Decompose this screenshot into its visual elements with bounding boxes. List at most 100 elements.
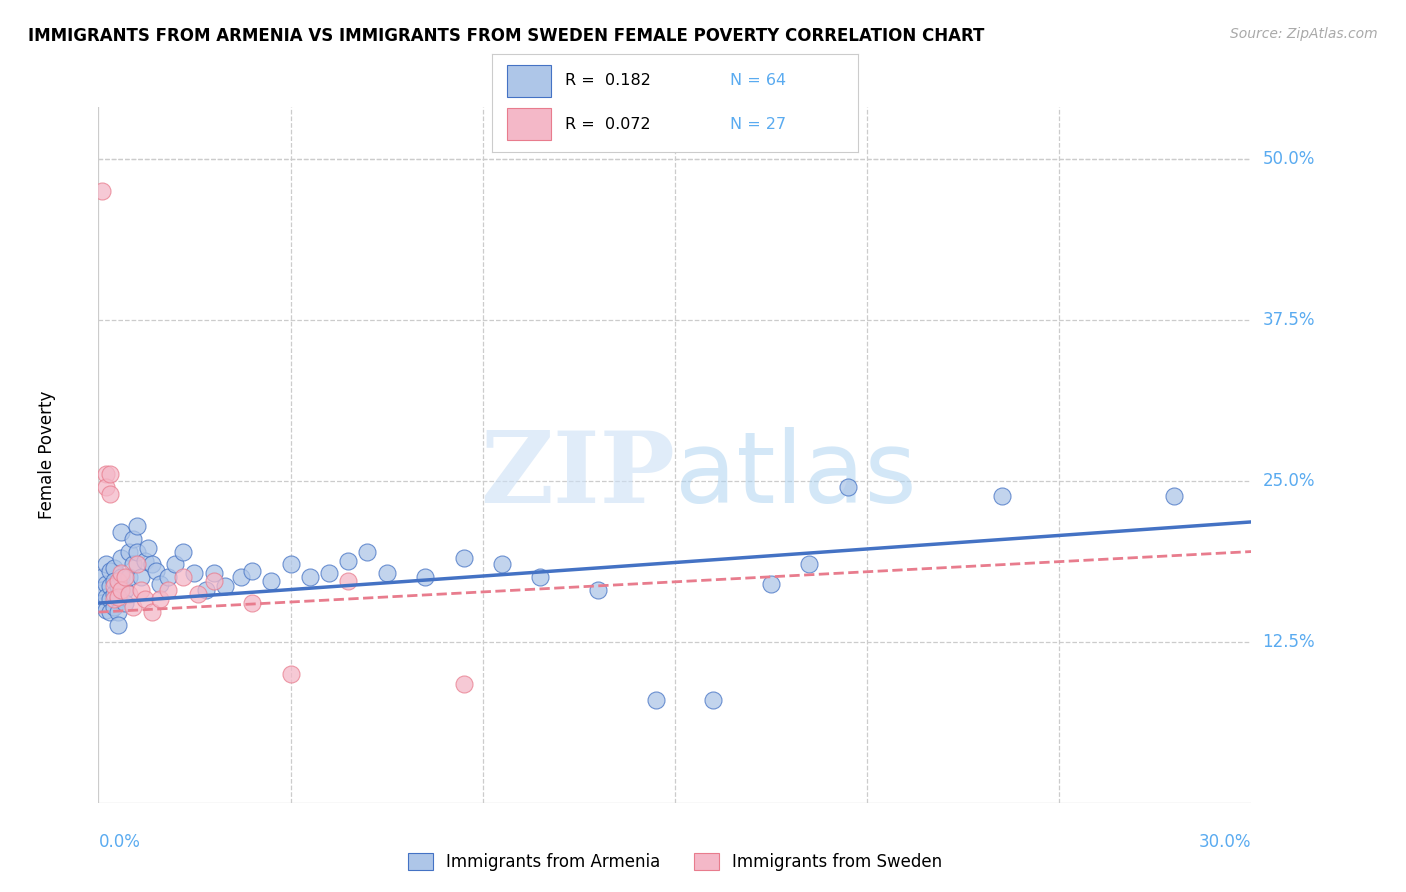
Point bbox=[94, 558, 117, 572]
Point bbox=[799, 558, 821, 572]
Point bbox=[453, 551, 475, 566]
Point bbox=[183, 566, 205, 581]
Point bbox=[103, 561, 125, 575]
Point bbox=[129, 570, 152, 584]
Point bbox=[337, 574, 360, 589]
Point bbox=[94, 480, 117, 494]
Point bbox=[165, 558, 187, 572]
Point bbox=[98, 467, 121, 482]
Text: IMMIGRANTS FROM ARMENIA VS IMMIGRANTS FROM SWEDEN FEMALE POVERTY CORRELATION CHA: IMMIGRANTS FROM ARMENIA VS IMMIGRANTS FR… bbox=[28, 27, 984, 45]
Point bbox=[110, 566, 132, 581]
Point bbox=[702, 692, 724, 706]
Point bbox=[149, 592, 172, 607]
FancyBboxPatch shape bbox=[506, 109, 551, 140]
Point bbox=[149, 576, 172, 591]
Text: R =  0.072: R = 0.072 bbox=[565, 117, 651, 132]
FancyBboxPatch shape bbox=[506, 65, 551, 96]
Text: 30.0%: 30.0% bbox=[1199, 833, 1251, 851]
Point bbox=[98, 564, 121, 578]
Text: 25.0%: 25.0% bbox=[1263, 472, 1315, 490]
Point bbox=[103, 574, 125, 589]
Point bbox=[98, 579, 121, 593]
Point bbox=[91, 570, 114, 584]
Point bbox=[94, 590, 117, 604]
Point bbox=[202, 574, 225, 589]
Point bbox=[107, 618, 129, 632]
Point bbox=[91, 184, 114, 198]
Point bbox=[94, 467, 117, 482]
Point bbox=[156, 583, 179, 598]
Text: 37.5%: 37.5% bbox=[1263, 310, 1315, 328]
Text: Source: ZipAtlas.com: Source: ZipAtlas.com bbox=[1230, 27, 1378, 41]
Point bbox=[110, 551, 132, 566]
Point bbox=[110, 525, 132, 540]
Point bbox=[118, 570, 141, 584]
Point bbox=[240, 564, 263, 578]
Point bbox=[586, 583, 609, 598]
Text: N = 64: N = 64 bbox=[730, 73, 786, 88]
Point bbox=[240, 596, 263, 610]
Point bbox=[644, 692, 666, 706]
Point bbox=[187, 587, 209, 601]
Point bbox=[260, 574, 283, 589]
Point bbox=[98, 592, 121, 607]
Point bbox=[129, 583, 152, 598]
Point bbox=[114, 583, 136, 598]
Point bbox=[529, 570, 551, 584]
Point bbox=[145, 564, 167, 578]
Point bbox=[103, 599, 125, 614]
Text: 0.0%: 0.0% bbox=[98, 833, 141, 851]
Point bbox=[759, 576, 782, 591]
Point bbox=[94, 576, 117, 591]
Point bbox=[134, 592, 156, 607]
Point bbox=[413, 570, 436, 584]
Point bbox=[103, 592, 125, 607]
Point bbox=[118, 587, 141, 601]
Point bbox=[98, 605, 121, 619]
Point bbox=[125, 544, 148, 558]
Point bbox=[375, 566, 398, 581]
Point bbox=[214, 579, 236, 593]
Point bbox=[491, 558, 513, 572]
Text: 50.0%: 50.0% bbox=[1263, 150, 1315, 168]
Point bbox=[156, 570, 179, 584]
Point bbox=[107, 605, 129, 619]
Point bbox=[91, 596, 114, 610]
Point bbox=[110, 583, 132, 598]
Point bbox=[172, 570, 194, 584]
Text: R =  0.182: R = 0.182 bbox=[565, 73, 651, 88]
Point bbox=[110, 570, 132, 584]
Point bbox=[134, 553, 156, 567]
Point bbox=[118, 544, 141, 558]
Point bbox=[298, 570, 321, 584]
Point bbox=[202, 566, 225, 581]
Text: N = 27: N = 27 bbox=[730, 117, 786, 132]
Point bbox=[114, 570, 136, 584]
Text: Female Poverty: Female Poverty bbox=[38, 391, 56, 519]
Point bbox=[107, 590, 129, 604]
Point bbox=[107, 579, 129, 593]
Point bbox=[356, 544, 378, 558]
Point bbox=[107, 574, 129, 589]
Point bbox=[125, 558, 148, 572]
Point bbox=[1163, 489, 1185, 503]
Point bbox=[229, 570, 252, 584]
Legend: Immigrants from Armenia, Immigrants from Sweden: Immigrants from Armenia, Immigrants from… bbox=[401, 847, 949, 878]
Point bbox=[837, 480, 859, 494]
Point bbox=[172, 544, 194, 558]
Point bbox=[98, 486, 121, 500]
Point bbox=[141, 558, 163, 572]
Point bbox=[114, 596, 136, 610]
Point bbox=[91, 583, 114, 598]
Point bbox=[103, 579, 125, 593]
Point bbox=[280, 667, 302, 681]
Point bbox=[280, 558, 302, 572]
Point bbox=[318, 566, 340, 581]
Point bbox=[103, 587, 125, 601]
Point bbox=[122, 558, 145, 572]
Text: 12.5%: 12.5% bbox=[1263, 632, 1315, 651]
Point bbox=[990, 489, 1012, 503]
Point bbox=[195, 583, 218, 598]
Point bbox=[107, 592, 129, 607]
Point bbox=[94, 602, 117, 616]
